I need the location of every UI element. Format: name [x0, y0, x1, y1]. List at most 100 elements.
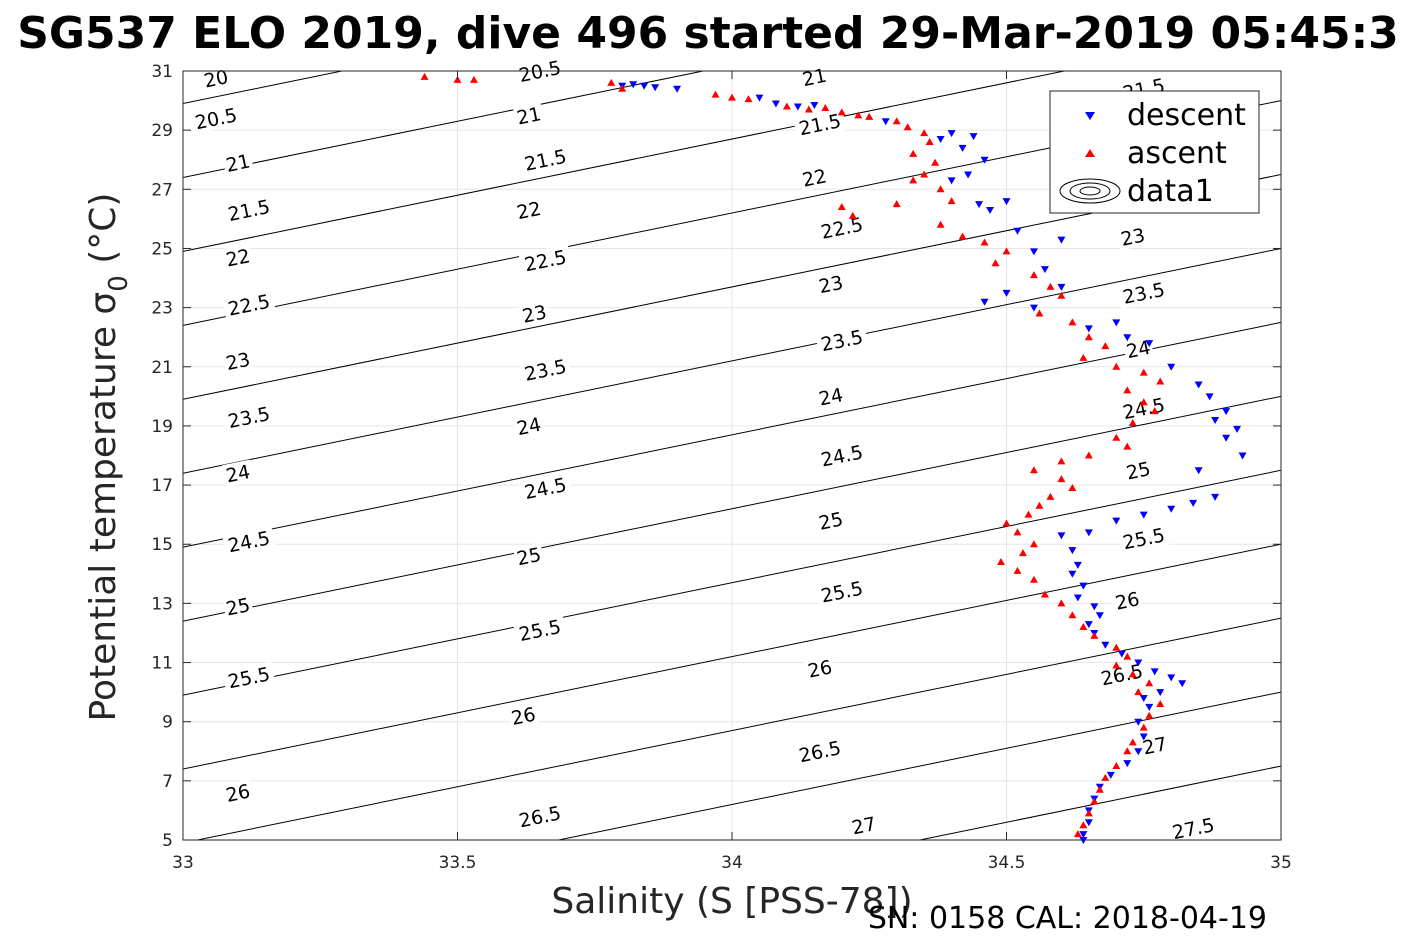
descent-point — [629, 81, 638, 89]
x-tick-label: 33.5 — [439, 853, 477, 873]
ascent-point — [1046, 492, 1055, 500]
y-axis-label: Potential temperature σ0 (°C) — [83, 193, 134, 722]
ascent-point — [1057, 599, 1066, 607]
ascent-point — [920, 129, 929, 137]
descent-point — [1145, 340, 1154, 348]
x-axis-ticks: 33 33.5 34 34.5 35 — [172, 71, 1292, 873]
contour-label-bg — [1116, 223, 1149, 251]
descent-point — [1029, 304, 1038, 312]
contour-label-text: 24 — [224, 461, 252, 487]
ascent-point — [1112, 433, 1121, 441]
contour-label: 23 — [518, 299, 551, 328]
descent-point — [1194, 467, 1203, 475]
descent-point — [1013, 227, 1022, 235]
descent-point — [755, 94, 764, 102]
ascent-point — [1123, 386, 1132, 394]
descent-point — [1073, 561, 1082, 569]
ascent-point — [1112, 661, 1121, 669]
descent-point — [1112, 319, 1121, 327]
ascent-point — [865, 112, 874, 120]
ascent-point — [420, 72, 429, 80]
descent-point — [1139, 733, 1148, 741]
y-tick-label: 21 — [151, 358, 173, 378]
ascent-point — [453, 75, 462, 83]
contour-label: 27 — [847, 811, 880, 839]
descent-point — [1233, 425, 1242, 433]
contour-label: 27 — [1138, 731, 1171, 760]
isopycnal-line — [183, 247, 1281, 474]
ascent-point — [903, 123, 912, 131]
ascent-point — [1002, 247, 1011, 255]
contour-label-bg — [1122, 335, 1155, 363]
contour-label-text: 21 — [515, 103, 543, 129]
descent-point — [1079, 582, 1088, 590]
contour-label-bg — [221, 592, 254, 620]
descent-point — [1167, 674, 1176, 682]
descent-point — [1194, 381, 1203, 389]
ascent-point — [936, 220, 945, 228]
isopycnal-line — [194, 617, 1281, 840]
descent-point — [1090, 603, 1099, 611]
ascent-point — [1029, 540, 1038, 548]
contour-label-bg — [815, 211, 869, 244]
descent-point — [1150, 668, 1159, 676]
descent-point — [1134, 748, 1143, 756]
contour-label: 21 — [798, 63, 831, 91]
isopycnal-line — [183, 321, 1281, 548]
contour-label-bg — [798, 63, 831, 91]
contour-label-bg — [1122, 456, 1155, 484]
descent-point — [969, 133, 978, 141]
ascent-point — [1079, 623, 1088, 631]
ascent-point — [804, 105, 813, 113]
ascent-point — [920, 170, 929, 178]
contour-label-bg — [513, 614, 567, 646]
legend-descent-marker — [1085, 112, 1095, 120]
isopycnal-line — [183, 469, 1281, 696]
descent-point — [1167, 505, 1176, 513]
ascent-point — [931, 158, 940, 166]
contour-label: 24.5 — [518, 472, 573, 504]
descent-point — [1079, 831, 1088, 839]
legend-contour-icon — [1059, 178, 1121, 204]
y-axis-ticks: 5 7 9 11 13 15 17 19 21 23 25 27 29 31 — [151, 62, 1281, 851]
isopycnal-line — [183, 71, 706, 178]
contour-label: 23 — [814, 270, 847, 298]
contour-label-text: 23 — [817, 272, 845, 298]
ascent-point — [1073, 830, 1082, 838]
contour-label-text: 22 — [800, 165, 828, 191]
ascent-point — [618, 84, 627, 92]
contour-label: 26 — [1111, 586, 1144, 615]
contour-label-bg — [1138, 731, 1171, 759]
y-tick-label: 7 — [162, 772, 173, 792]
contour-label-bg — [814, 382, 847, 410]
descent-point — [1211, 417, 1220, 425]
y-tick-label: 9 — [162, 713, 173, 733]
ascent-point — [1046, 282, 1055, 290]
descent-point — [958, 144, 967, 152]
x-tick-label: 33 — [172, 853, 194, 873]
ascent-point — [848, 211, 857, 219]
ascent-point — [1040, 590, 1049, 598]
ascent-point — [997, 557, 1006, 565]
ascent-point — [1057, 291, 1066, 299]
ascent-point — [1079, 821, 1088, 829]
ascent-point — [1095, 785, 1104, 793]
contour-label-bg — [803, 654, 836, 683]
contour-label-text: 24 — [515, 414, 543, 440]
y-tick-label: 15 — [151, 535, 173, 555]
descent-point — [1211, 493, 1220, 501]
contour-label-bg — [1111, 586, 1144, 615]
descent-point — [1178, 680, 1187, 688]
descent-point — [986, 207, 995, 215]
contour-label: 21 — [512, 101, 545, 130]
ascent-point — [1139, 723, 1148, 731]
contour-label-bg — [1117, 392, 1171, 424]
legend-ascent-marker — [1085, 149, 1095, 157]
descent-point — [1189, 499, 1198, 507]
x-tick-label: 34 — [721, 853, 743, 873]
y-tick-label: 5 — [162, 831, 173, 851]
ascent-point — [1112, 643, 1121, 651]
contour-label-bg — [222, 525, 276, 558]
contour-label: 25 — [221, 592, 254, 621]
contour-label-bg — [815, 439, 869, 472]
